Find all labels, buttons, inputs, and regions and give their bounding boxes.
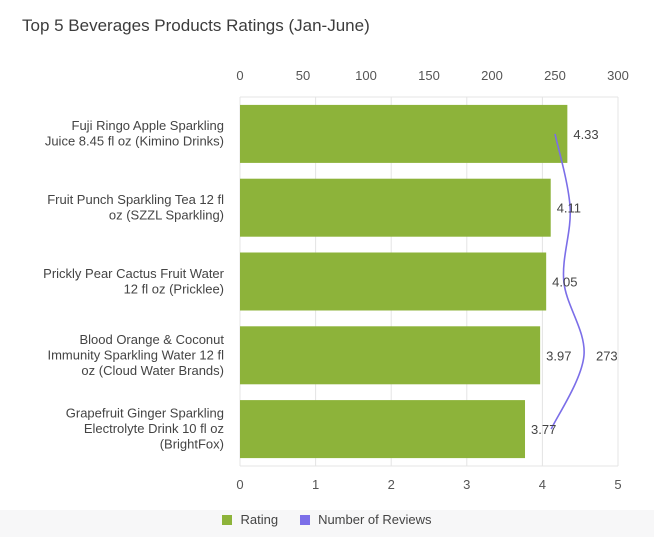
legend-swatch-reviews (300, 514, 311, 525)
rating-bar (240, 400, 526, 459)
reviews-data-label: 273 (596, 348, 618, 363)
legend-item-rating[interactable]: Rating (222, 512, 278, 527)
rating-data-label: 3.97 (546, 348, 571, 363)
x-tick-label-top: 100 (355, 68, 377, 83)
x-tick-label-top: 50 (296, 68, 310, 83)
x-tick-label-bottom: 4 (539, 477, 546, 492)
rating-bar (240, 104, 568, 163)
x-tick-label-bottom: 3 (463, 477, 470, 492)
rating-bar (240, 326, 541, 385)
category-label: Blood Orange & Coconut Immunity Sparkling… (47, 332, 224, 378)
rating-bar (240, 252, 547, 311)
legend-label-rating: Rating (240, 512, 279, 527)
legend-swatch-rating (222, 514, 233, 525)
chart-title: Top 5 Beverages Products Ratings (Jan-Ju… (22, 16, 370, 35)
x-tick-label-top: 300 (607, 68, 629, 83)
category-label: Fruit Punch Sparkling Tea 12 fl oz (SZZL … (47, 192, 224, 223)
rating-data-label: 4.05 (552, 275, 577, 290)
x-tick-label-bottom: 1 (312, 477, 319, 492)
x-tick-label-top: 150 (418, 68, 440, 83)
chart-legend: Rating Number of Reviews (0, 512, 654, 527)
rating-data-label: 4.11 (557, 201, 581, 216)
x-tick-label-top: 250 (544, 68, 566, 83)
x-tick-label-bottom: 0 (236, 477, 243, 492)
category-label: Grapefruit Ginger Sparkling Electrolyte D… (66, 406, 224, 452)
x-tick-label-bottom: 2 (388, 477, 395, 492)
category-label: Prickly Pear Cactus Fruit Water 12 fl oz … (43, 266, 225, 297)
rating-data-label: 4.33 (573, 127, 598, 142)
x-tick-label-top: 0 (236, 68, 243, 83)
category-label: Fuji Ringo Apple Sparkling Juice 8.45 fl … (45, 118, 224, 149)
legend-label-reviews: Number of Reviews (318, 512, 432, 527)
legend-item-reviews[interactable]: Number of Reviews (300, 512, 432, 527)
rating-bar (240, 178, 551, 237)
x-tick-label-top: 200 (481, 68, 503, 83)
rating-data-label: 3.77 (531, 422, 556, 437)
reviews-line (550, 133, 585, 430)
legend-band (0, 510, 654, 537)
x-tick-label-bottom: 5 (614, 477, 621, 492)
